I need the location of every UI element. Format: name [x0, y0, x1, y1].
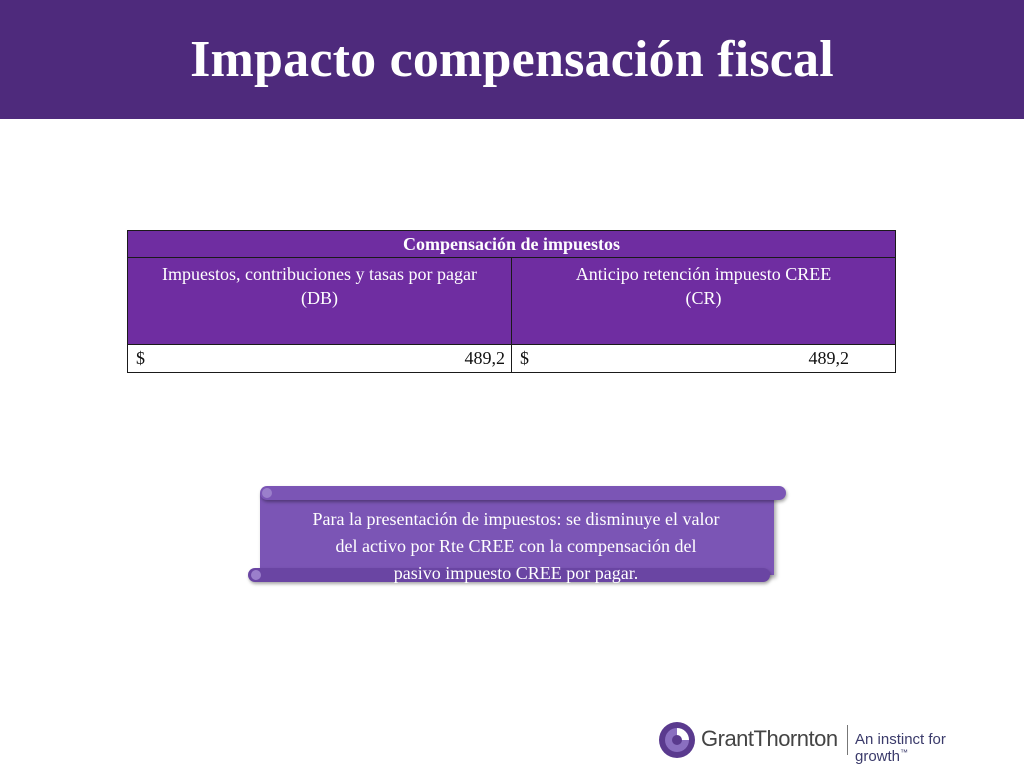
currency-symbol: $: [520, 348, 529, 368]
logo-name: GrantThornton: [701, 726, 838, 751]
slide-title: Impacto compensación fiscal: [190, 31, 834, 88]
value-cell-cr: $ 489,2: [511, 344, 896, 373]
note-text: Para la presentación de impuestos: se di…: [266, 506, 766, 587]
amount-value: 489,2: [808, 348, 850, 368]
grant-thornton-logo-icon: [659, 722, 695, 758]
logo-separator: [847, 725, 848, 755]
table-row: $ 489,2 $ 489,2: [127, 344, 896, 373]
column-header-db-line2: (DB): [301, 288, 338, 308]
column-header-cr-line1: Anticipo retención impuesto CREE: [575, 264, 832, 284]
grant-thornton-logo: GrantThornton An instinct for growth™: [657, 718, 1002, 765]
note-line-3: pasivo impuesto CREE por pagar.: [393, 563, 639, 583]
column-header-db-line1: Impuestos, contribuciones y tasas por pa…: [162, 264, 477, 284]
value-cell-db: $ 489,2: [127, 344, 512, 373]
column-header-cr-line2: (CR): [685, 288, 722, 308]
logo-tagline-text: An instinct for growth: [855, 731, 946, 765]
note-line-2: del activo por Rte CREE con la compensac…: [335, 536, 697, 556]
scroll-bottom-roll: [248, 568, 770, 582]
column-header-db: Impuestos, contribuciones y tasas por pa…: [127, 257, 512, 345]
note-scroll: Para la presentación de impuestos: se di…: [248, 486, 786, 590]
amount-value: 489,2: [464, 348, 506, 368]
scroll-curl-top: [262, 488, 272, 498]
compensation-table: Compensación de impuestos Impuestos, con…: [127, 230, 896, 373]
title-bar: Impacto compensación fiscal: [0, 0, 1024, 119]
note-line-1: Para la presentación de impuestos: se di…: [312, 509, 720, 529]
scroll-top-roll: [260, 486, 786, 500]
logo-tagline: An instinct for growth™: [855, 731, 1002, 765]
column-header-cr: Anticipo retención impuesto CREE (CR): [511, 257, 896, 345]
currency-symbol: $: [136, 348, 145, 368]
table-header-row: Compensación de impuestos: [127, 230, 896, 258]
logo-trademark: ™: [900, 748, 909, 757]
scroll-curl-bottom: [251, 570, 261, 580]
scroll-body: [260, 493, 774, 575]
table-title: Compensación de impuestos: [127, 230, 896, 258]
table-column-row: Impuestos, contribuciones y tasas por pa…: [127, 257, 896, 345]
